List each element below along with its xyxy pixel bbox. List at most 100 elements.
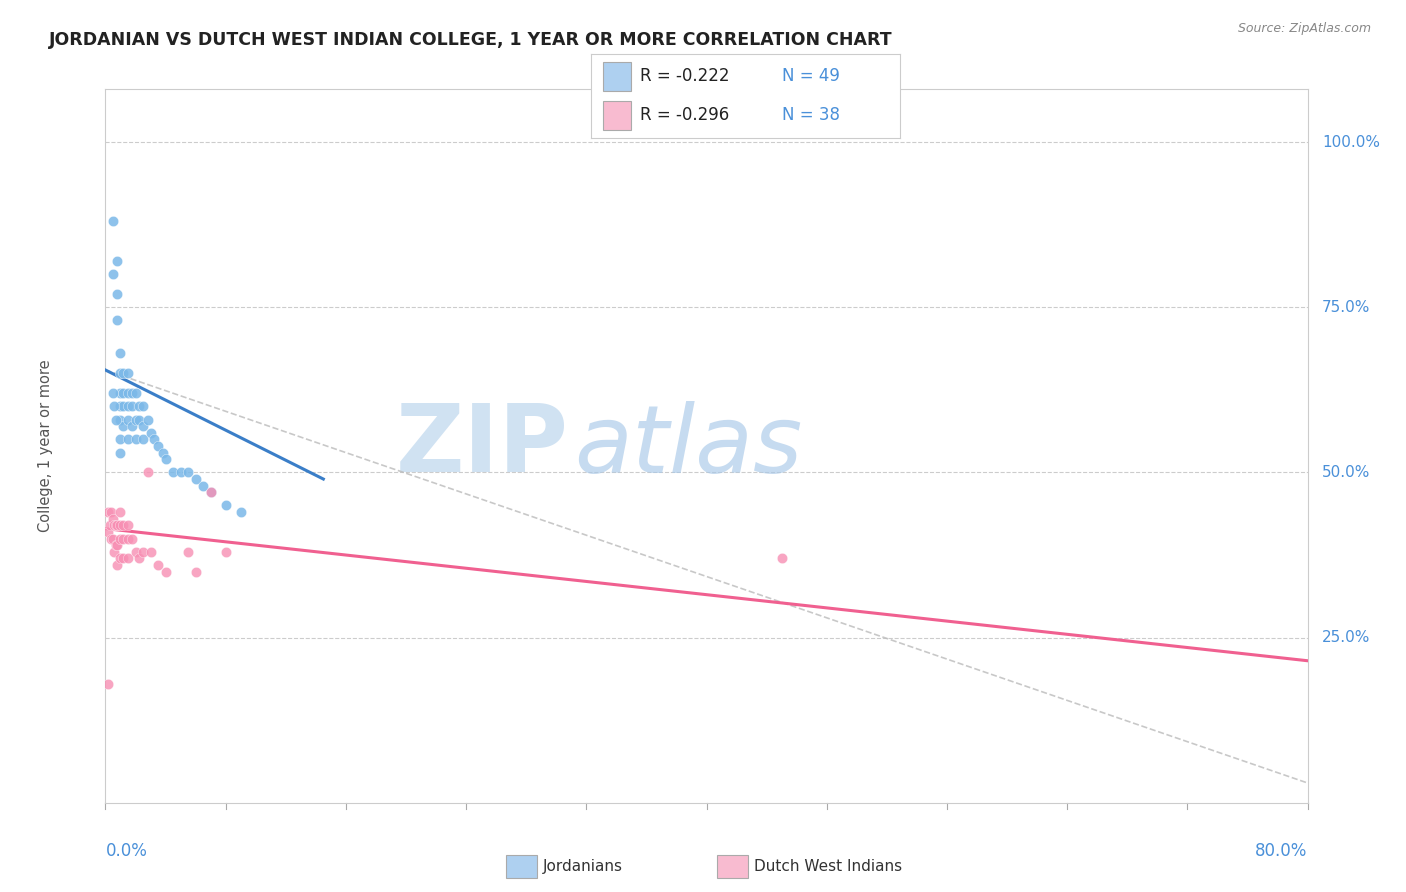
Point (184, 472, 207, 486)
Point (169, 466, 191, 480)
Text: JORDANIAN VS DUTCH WEST INDIAN COLLEGE, 1 YEAR OR MORE CORRELATION CHART: JORDANIAN VS DUTCH WEST INDIAN COLLEGE, … (49, 31, 893, 49)
Point (139, 545, 162, 559)
Point (117, 367, 139, 381)
Point (101, 267, 124, 281)
Point (112, 386, 135, 401)
Point (110, 532, 132, 546)
Point (117, 433, 139, 447)
Point (177, 466, 200, 480)
Point (112, 532, 135, 546)
Point (112, 367, 135, 381)
Point (200, 485, 222, 500)
Point (146, 558, 169, 572)
Point (177, 545, 200, 559)
Point (128, 412, 150, 426)
Point (104, 538, 127, 552)
Point (110, 551, 132, 566)
Point (124, 545, 146, 559)
Point (142, 433, 165, 447)
Point (121, 386, 143, 401)
Point (214, 545, 236, 559)
Point (107, 538, 129, 552)
Text: 0.0%: 0.0% (105, 842, 148, 860)
Text: 80.0%: 80.0% (1256, 842, 1308, 860)
Point (104, 412, 127, 426)
Point (112, 551, 135, 566)
Point (110, 412, 132, 426)
Text: 75.0%: 75.0% (1322, 300, 1371, 315)
Point (214, 499, 236, 513)
Point (136, 466, 159, 480)
Point (101, 511, 124, 525)
Point (162, 466, 184, 480)
Point (124, 433, 146, 447)
Point (110, 433, 132, 447)
FancyBboxPatch shape (603, 62, 631, 91)
Point (100, 505, 122, 519)
Point (97, 505, 120, 519)
Point (200, 485, 222, 500)
Point (117, 386, 139, 401)
Text: N = 38: N = 38 (782, 106, 841, 124)
Point (101, 386, 124, 401)
Point (128, 400, 150, 414)
Point (121, 532, 143, 546)
Point (107, 254, 129, 268)
Point (132, 545, 155, 559)
Text: Jordanians: Jordanians (543, 859, 623, 873)
Point (104, 518, 127, 533)
Point (229, 505, 252, 519)
Point (128, 551, 150, 566)
Point (155, 452, 177, 467)
Point (101, 214, 124, 228)
Text: College, 1 year or more: College, 1 year or more (38, 359, 53, 533)
Point (117, 412, 139, 426)
Text: 50.0%: 50.0% (1322, 465, 1371, 480)
Point (770, 551, 793, 566)
Point (132, 400, 155, 414)
Text: ZIP: ZIP (395, 400, 568, 492)
Point (110, 346, 132, 360)
Point (191, 478, 214, 492)
Point (112, 400, 135, 414)
Point (112, 518, 135, 533)
Point (117, 532, 139, 546)
Point (117, 551, 139, 566)
Point (98, 518, 121, 533)
Point (112, 419, 135, 434)
Point (110, 400, 132, 414)
Text: 100.0%: 100.0% (1322, 135, 1381, 150)
Point (103, 518, 125, 533)
Point (100, 532, 122, 546)
Point (132, 419, 155, 434)
Point (101, 532, 124, 546)
Point (121, 400, 143, 414)
Point (146, 439, 169, 453)
Point (97, 677, 120, 691)
Point (117, 400, 139, 414)
Text: Dutch West Indians: Dutch West Indians (754, 859, 901, 873)
Point (107, 518, 129, 533)
Point (184, 565, 207, 579)
Point (124, 386, 146, 401)
Point (110, 505, 132, 519)
Point (136, 412, 159, 426)
Text: R = -0.296: R = -0.296 (640, 106, 730, 124)
Point (124, 412, 146, 426)
Point (103, 400, 125, 414)
Point (121, 419, 143, 434)
Point (103, 545, 125, 559)
Point (152, 445, 174, 459)
Point (107, 313, 129, 327)
FancyBboxPatch shape (603, 101, 631, 130)
Point (97, 524, 120, 539)
Text: R = -0.222: R = -0.222 (640, 68, 730, 86)
Text: N = 49: N = 49 (782, 68, 841, 86)
Point (107, 558, 129, 572)
Point (132, 433, 155, 447)
Text: Source: ZipAtlas.com: Source: ZipAtlas.com (1237, 22, 1371, 36)
Text: atlas: atlas (574, 401, 803, 491)
Point (139, 425, 162, 440)
Point (110, 518, 132, 533)
Point (107, 287, 129, 301)
